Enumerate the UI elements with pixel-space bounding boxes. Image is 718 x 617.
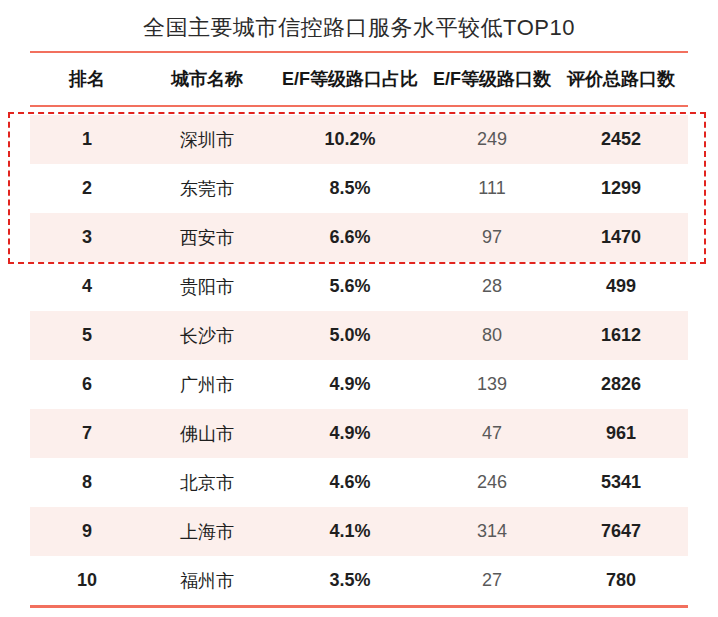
column-header-pct: E/F等级路口占比: [270, 67, 430, 91]
cell-total: 1299: [554, 178, 688, 199]
cell-city: 长沙市: [144, 324, 270, 348]
cell-pct: 5.6%: [270, 276, 430, 297]
cell-total: 780: [554, 570, 688, 591]
cell-count: 314: [430, 521, 554, 542]
ranking-table-card: 全国主要城市信控路口服务水平较低TOP10 排名城市名称E/F等级路口占比E/F…: [0, 0, 718, 617]
table-row-rank-4: 4贵阳市5.6%28499: [30, 262, 688, 311]
cell-pct: 4.9%: [270, 374, 430, 395]
cell-city: 贵阳市: [144, 275, 270, 299]
cell-count: 97: [430, 227, 554, 248]
column-header-rank: 排名: [30, 67, 144, 91]
cell-count: 27: [430, 570, 554, 591]
cell-rank: 8: [30, 472, 144, 493]
cell-total: 1612: [554, 325, 688, 346]
cell-city: 佛山市: [144, 422, 270, 446]
cell-rank: 6: [30, 374, 144, 395]
cell-pct: 4.1%: [270, 521, 430, 542]
cell-count: 28: [430, 276, 554, 297]
cell-pct: 5.0%: [270, 325, 430, 346]
table-row-rank-5: 5长沙市5.0%801612: [30, 311, 688, 360]
cell-rank: 1: [30, 129, 144, 150]
table-row-rank-7: 7佛山市4.9%47961: [30, 409, 688, 458]
cell-count: 47: [430, 423, 554, 444]
header-divider: [30, 105, 688, 107]
cell-pct: 10.2%: [270, 129, 430, 150]
cell-city: 上海市: [144, 520, 270, 544]
cell-total: 499: [554, 276, 688, 297]
table-row-rank-10: 10福州市3.5%27780: [30, 556, 688, 605]
cell-count: 249: [430, 129, 554, 150]
cell-rank: 10: [30, 570, 144, 591]
cell-count: 80: [430, 325, 554, 346]
table-row-rank-2: 2东莞市8.5%1111299: [30, 164, 688, 213]
cell-total: 7647: [554, 521, 688, 542]
cell-pct: 4.9%: [270, 423, 430, 444]
cell-rank: 5: [30, 325, 144, 346]
bottom-divider: [30, 605, 688, 608]
table-body: 1深圳市10.2%24924522东莞市8.5%11112993西安市6.6%9…: [30, 115, 688, 605]
cell-count: 246: [430, 472, 554, 493]
table-row-rank-1: 1深圳市10.2%2492452: [30, 115, 688, 164]
cell-city: 广州市: [144, 373, 270, 397]
cell-rank: 7: [30, 423, 144, 444]
table-row-rank-3: 3西安市6.6%971470: [30, 213, 688, 262]
cell-pct: 3.5%: [270, 570, 430, 591]
cell-rank: 9: [30, 521, 144, 542]
cell-total: 5341: [554, 472, 688, 493]
cell-total: 1470: [554, 227, 688, 248]
table-row-rank-6: 6广州市4.9%1392826: [30, 360, 688, 409]
cell-city: 深圳市: [144, 128, 270, 152]
cell-pct: 4.6%: [270, 472, 430, 493]
column-header-count: E/F等级路口数: [430, 67, 554, 91]
cell-pct: 8.5%: [270, 178, 430, 199]
table-row-rank-9: 9上海市4.1%3147647: [30, 507, 688, 556]
cell-rank: 3: [30, 227, 144, 248]
cell-city: 福州市: [144, 569, 270, 593]
cell-city: 西安市: [144, 226, 270, 250]
cell-total: 2452: [554, 129, 688, 150]
cell-rank: 4: [30, 276, 144, 297]
page-title: 全国主要城市信控路口服务水平较低TOP10: [30, 0, 688, 43]
column-header-total: 评价总路口数: [554, 67, 688, 91]
cell-pct: 6.6%: [270, 227, 430, 248]
table-row-rank-8: 8北京市4.6%2465341: [30, 458, 688, 507]
cell-city: 北京市: [144, 471, 270, 495]
cell-total: 2826: [554, 374, 688, 395]
column-header-city: 城市名称: [144, 67, 270, 91]
cell-city: 东莞市: [144, 177, 270, 201]
cell-count: 111: [430, 178, 554, 199]
cell-rank: 2: [30, 178, 144, 199]
cell-count: 139: [430, 374, 554, 395]
cell-total: 961: [554, 423, 688, 444]
table-header-row: 排名城市名称E/F等级路口占比E/F等级路口数评价总路口数: [30, 53, 688, 105]
